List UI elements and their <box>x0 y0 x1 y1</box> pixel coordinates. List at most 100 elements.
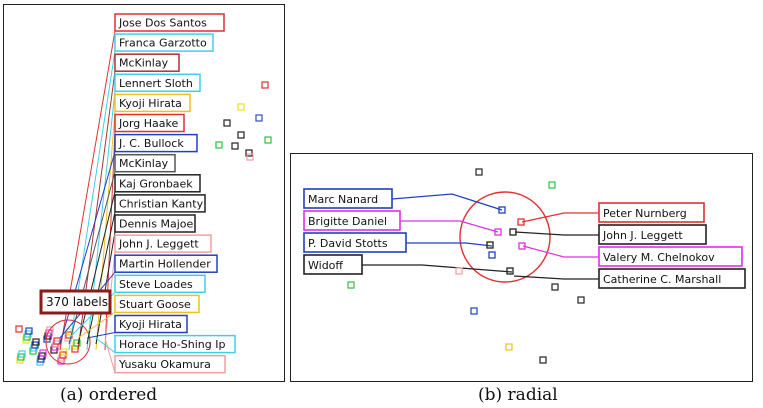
label-box <box>114 334 236 354</box>
data-point <box>245 149 253 157</box>
label-box <box>598 224 707 245</box>
data-point <box>237 131 245 139</box>
label-text: Widoff <box>308 259 343 272</box>
label-text: J. C. Bullock <box>118 137 184 150</box>
focus-circle <box>459 191 551 283</box>
leader-line <box>521 212 599 223</box>
label-text: Brigitte Daniel <box>308 215 387 228</box>
leader-line <box>86 332 116 339</box>
label-box <box>598 202 705 223</box>
label-text: Steve Loades <box>119 278 193 291</box>
leader-line <box>95 337 116 353</box>
label-box <box>114 33 214 52</box>
leader-line <box>406 242 493 247</box>
leader-line <box>95 231 116 345</box>
data-point <box>255 114 263 122</box>
leader-line <box>77 311 116 339</box>
label-box <box>114 294 200 314</box>
anchor-point <box>32 338 40 346</box>
label-text: Stuart Goose <box>119 298 191 311</box>
data-point <box>505 343 513 351</box>
leader-line <box>400 220 499 233</box>
label-box <box>303 254 363 275</box>
anchor-point <box>15 325 23 333</box>
caption-ordered: (a) ordered <box>60 385 157 405</box>
leader-line <box>86 211 116 345</box>
label-box <box>114 254 218 273</box>
label-text: Kaj Gronbaek <box>119 177 193 190</box>
leader-line <box>522 245 599 258</box>
label-box <box>114 274 206 294</box>
label-text: John J. Leggett <box>118 238 199 251</box>
label-box <box>303 232 407 253</box>
anchor-point <box>46 326 54 334</box>
label-box <box>114 174 201 193</box>
label-box <box>114 314 188 334</box>
count-badge-text: 370 labels <box>46 295 108 309</box>
label-box <box>114 113 185 133</box>
anchor-point <box>66 328 74 336</box>
label-text: Franca Garzotto <box>119 37 207 50</box>
label-text: P. David Stotts <box>308 237 388 250</box>
label-box <box>114 153 176 173</box>
label-text: Lennert Sloth <box>119 77 193 90</box>
label-box <box>114 133 198 153</box>
data-point <box>455 267 463 275</box>
label-text: Yusaku Okamura <box>118 358 211 371</box>
label-text: Martin Hollender <box>119 258 211 271</box>
label-box <box>114 73 201 93</box>
leader-line <box>513 275 599 280</box>
leader-line <box>77 191 116 345</box>
label-text: Valery M. Chelnokov <box>603 251 715 264</box>
anchor-point <box>509 228 517 236</box>
label-box <box>114 194 206 213</box>
anchor-point <box>517 218 525 226</box>
anchor-point <box>39 349 47 357</box>
label-box <box>114 53 180 72</box>
label-text: Christian Kanty <box>119 197 204 210</box>
leader-line <box>391 193 503 211</box>
data-point <box>237 103 245 111</box>
data-point <box>223 119 231 127</box>
leader-line <box>68 171 116 345</box>
label-text: McKinlay <box>119 157 169 170</box>
leader-line <box>514 231 599 236</box>
label-box <box>114 93 191 113</box>
data-point <box>261 81 269 89</box>
label-box <box>114 234 212 253</box>
label-text: Peter Nurnberg <box>603 207 687 220</box>
count-badge <box>39 289 112 315</box>
data-point <box>246 153 254 161</box>
anchor-point <box>60 348 68 356</box>
label-box <box>598 268 746 289</box>
label-text: Jorg Haake <box>118 117 179 130</box>
data-point <box>347 281 355 289</box>
anchor-point <box>488 251 496 259</box>
data-point <box>231 142 239 150</box>
focus-circle <box>45 319 91 365</box>
data-point <box>470 307 478 315</box>
label-text: Kyoji Hirata <box>119 97 182 110</box>
anchor-point <box>494 228 502 236</box>
label-text: McKinlay <box>119 57 169 70</box>
data-point <box>215 141 223 149</box>
label-text: John J. Leggett <box>602 229 683 242</box>
label-box <box>598 246 743 267</box>
anchor-point <box>486 241 494 249</box>
data-point <box>548 181 556 189</box>
caption-radial: (b) radial <box>478 385 558 405</box>
label-text: Jose Dos Santos <box>118 17 207 30</box>
label-text: Catherine C. Marshall <box>603 273 721 286</box>
data-point <box>551 283 559 291</box>
label-box <box>303 188 393 209</box>
anchor-point <box>498 206 506 214</box>
leader-line <box>104 337 116 373</box>
label-box <box>114 354 226 374</box>
data-point <box>475 168 483 176</box>
leader-line <box>362 264 513 273</box>
label-box <box>114 214 196 233</box>
anchor-point <box>18 350 26 358</box>
anchor-point <box>73 339 81 347</box>
data-point <box>539 356 547 364</box>
